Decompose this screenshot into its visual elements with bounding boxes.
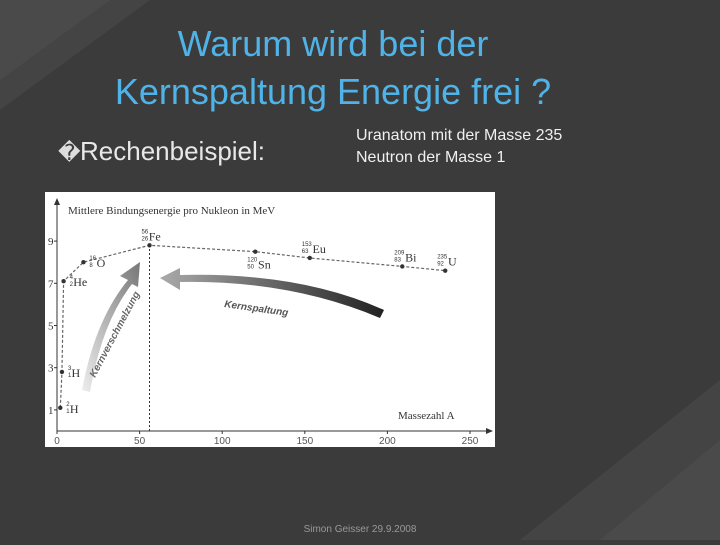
element-symbol: H	[72, 366, 81, 380]
proton-number: 50	[247, 265, 254, 271]
proton-number: 8	[89, 263, 93, 269]
data-point	[147, 243, 152, 248]
proton-number: 2	[70, 282, 74, 288]
data-point	[58, 405, 63, 410]
note: Neutron der Masse 1	[356, 149, 506, 166]
title: Warum wird bei der	[178, 23, 489, 64]
data-point	[400, 264, 405, 269]
bullet-marker: �	[58, 139, 81, 165]
x-tick-label: 150	[296, 436, 313, 447]
mass-number: 120	[247, 258, 258, 264]
nuclide-label: 42 He	[70, 275, 88, 289]
decor	[0, 0, 110, 80]
axis-arrow	[486, 428, 493, 434]
data-point	[59, 369, 65, 375]
footer: Simon Geisser 29.9.2008	[304, 524, 417, 535]
element-symbol: Fe	[149, 229, 161, 243]
mass-number: 16	[89, 256, 96, 262]
decor	[600, 440, 720, 540]
x-axis-title: Massezahl A	[398, 410, 455, 422]
x-tick-label: 50	[134, 436, 146, 447]
mass-number: 235	[437, 255, 448, 261]
fusion-arrow	[82, 262, 140, 392]
y-axis-title: Mittlere Bindungsenergie pro Nukleon in …	[68, 205, 275, 217]
data-point	[307, 255, 312, 261]
y-tick-label: 5	[48, 321, 54, 333]
element-symbol: U	[448, 255, 457, 269]
element-symbol: H	[70, 402, 79, 416]
x-tick-label: 250	[462, 436, 479, 447]
nuclide-label: 21 H	[66, 402, 79, 416]
mass-number: 3	[68, 366, 72, 372]
element-symbol: Sn	[258, 258, 271, 272]
x-tick-label: 0	[54, 436, 60, 447]
y-tick-label: 7	[48, 278, 54, 290]
y-tick-label: 3	[48, 363, 54, 375]
axis-arrow	[54, 198, 60, 205]
nuclide-label: 168 O	[89, 256, 105, 270]
fission-arrow	[160, 268, 384, 318]
title: Kernspaltung Energie frei ?	[115, 71, 551, 112]
proton-number: 92	[437, 262, 444, 268]
mass-number: 209	[394, 250, 405, 256]
proton-number: 26	[142, 236, 149, 242]
element-symbol: O	[97, 256, 106, 270]
x-tick-label: 100	[214, 436, 231, 447]
mass-number: 2	[66, 402, 70, 408]
mass-number: 153	[302, 242, 313, 248]
proton-number: 83	[394, 257, 401, 263]
figure-background	[45, 192, 495, 447]
element-symbol: Eu	[313, 242, 326, 256]
proton-number: 1	[68, 373, 72, 379]
data-point	[443, 268, 448, 273]
data-point	[81, 260, 86, 265]
mass-number: 56	[142, 229, 149, 235]
y-tick-label: 1	[48, 405, 54, 417]
mass-number: 4	[70, 275, 74, 281]
data-point	[253, 249, 258, 254]
note: Uranatom mit der Masse 235	[356, 127, 562, 144]
nuclide-label: 31 H	[68, 366, 81, 380]
x-tick-label: 200	[379, 436, 396, 447]
proton-number: 63	[302, 249, 309, 255]
element-symbol: Bi	[405, 250, 417, 264]
element-symbol: He	[73, 275, 87, 289]
data-point	[61, 278, 66, 284]
y-tick-label: 9	[48, 236, 54, 248]
bullet-text: Rechenbeispiel:	[80, 136, 265, 166]
proton-number: 1	[66, 409, 70, 415]
